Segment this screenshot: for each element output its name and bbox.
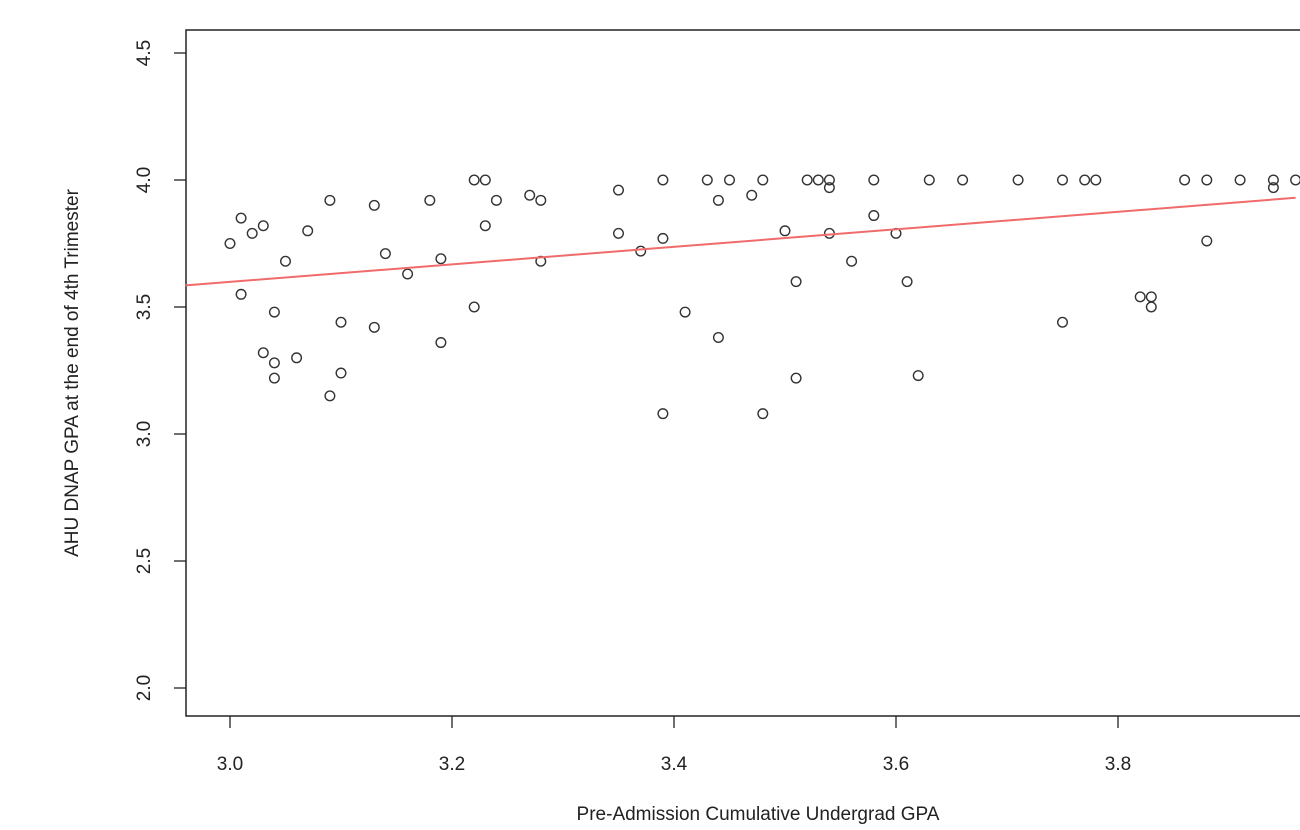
data-point <box>257 220 269 232</box>
data-point <box>757 174 769 186</box>
data-point <box>868 174 880 186</box>
data-point <box>468 301 480 313</box>
data-point <box>368 321 380 333</box>
data-point <box>757 408 769 420</box>
data-point <box>1201 235 1213 247</box>
data-point <box>1090 174 1102 186</box>
data-point <box>901 276 913 288</box>
data-point <box>324 390 336 402</box>
data-point <box>1267 182 1279 194</box>
data-point <box>1201 174 1213 186</box>
data-point <box>435 337 447 349</box>
data-point <box>468 174 480 186</box>
x-tick-label: 3.2 <box>439 754 465 775</box>
data-point <box>280 255 292 267</box>
data-point <box>224 237 236 249</box>
data-point <box>712 194 724 206</box>
y-tick-label: 2.0 <box>134 675 155 701</box>
data-point <box>701 174 713 186</box>
data-point <box>268 357 280 369</box>
data-point <box>657 408 669 420</box>
x-tick-label: 3.6 <box>883 754 909 775</box>
data-point <box>379 248 391 260</box>
data-point <box>524 189 536 201</box>
data-point <box>402 268 414 280</box>
data-point <box>790 372 802 384</box>
data-point <box>302 225 314 237</box>
y-axis-title: AHU DNAP GPA at the end of 4th Trimester <box>62 188 83 557</box>
data-point <box>846 255 858 267</box>
data-points <box>224 174 1300 420</box>
data-point <box>1179 174 1191 186</box>
data-point <box>1145 301 1157 313</box>
data-point <box>235 212 247 224</box>
x-axis: 3.0 3.2 3.4 3.6 3.8 <box>217 716 1131 775</box>
data-point <box>235 288 247 300</box>
data-point <box>490 194 502 206</box>
data-point <box>912 370 924 382</box>
data-point <box>535 194 547 206</box>
data-point <box>479 174 491 186</box>
data-point <box>712 331 724 343</box>
data-point <box>1012 174 1024 186</box>
data-point <box>613 184 625 196</box>
data-point <box>1056 174 1068 186</box>
x-tick-label: 3.8 <box>1105 754 1131 775</box>
data-point <box>657 174 669 186</box>
data-point <box>1234 174 1246 186</box>
data-point <box>1145 291 1157 303</box>
data-point <box>335 367 347 379</box>
data-point <box>324 194 336 206</box>
data-point <box>1290 174 1300 186</box>
y-axis: 2.0 2.5 3.0 3.5 4.0 4.5 <box>134 40 186 701</box>
data-point <box>335 316 347 328</box>
data-point <box>613 227 625 239</box>
x-axis-title: Pre-Admission Cumulative Undergrad GPA <box>577 804 940 825</box>
data-point <box>923 174 935 186</box>
y-tick-label: 4.0 <box>134 167 155 193</box>
y-tick-label: 3.0 <box>134 421 155 447</box>
data-point <box>724 174 736 186</box>
data-point <box>424 194 436 206</box>
data-point <box>1079 174 1091 186</box>
data-point <box>1056 316 1068 328</box>
data-point <box>1267 174 1279 186</box>
data-point <box>746 189 758 201</box>
data-point <box>790 276 802 288</box>
plot-frame <box>185 29 1300 717</box>
x-tick-label: 3.0 <box>217 754 243 775</box>
data-point <box>1134 291 1146 303</box>
data-point <box>657 232 669 244</box>
x-tick-label: 3.4 <box>661 754 688 775</box>
data-point <box>635 245 647 257</box>
data-point <box>368 199 380 211</box>
data-point <box>291 352 303 364</box>
y-tick-label: 2.5 <box>134 548 155 574</box>
data-point <box>268 306 280 318</box>
data-point <box>479 220 491 232</box>
data-point <box>246 227 258 239</box>
data-point <box>257 347 269 359</box>
data-point <box>679 306 691 318</box>
data-point <box>779 225 791 237</box>
data-point <box>868 210 880 222</box>
data-point <box>435 253 447 265</box>
data-point <box>957 174 969 186</box>
data-point <box>268 372 280 384</box>
y-tick-label: 3.5 <box>134 294 155 320</box>
data-point <box>823 174 835 186</box>
data-point <box>801 174 813 186</box>
data-point <box>812 174 824 186</box>
data-point <box>823 182 835 194</box>
trend-line <box>185 196 1296 287</box>
y-tick-label: 4.5 <box>134 40 155 66</box>
